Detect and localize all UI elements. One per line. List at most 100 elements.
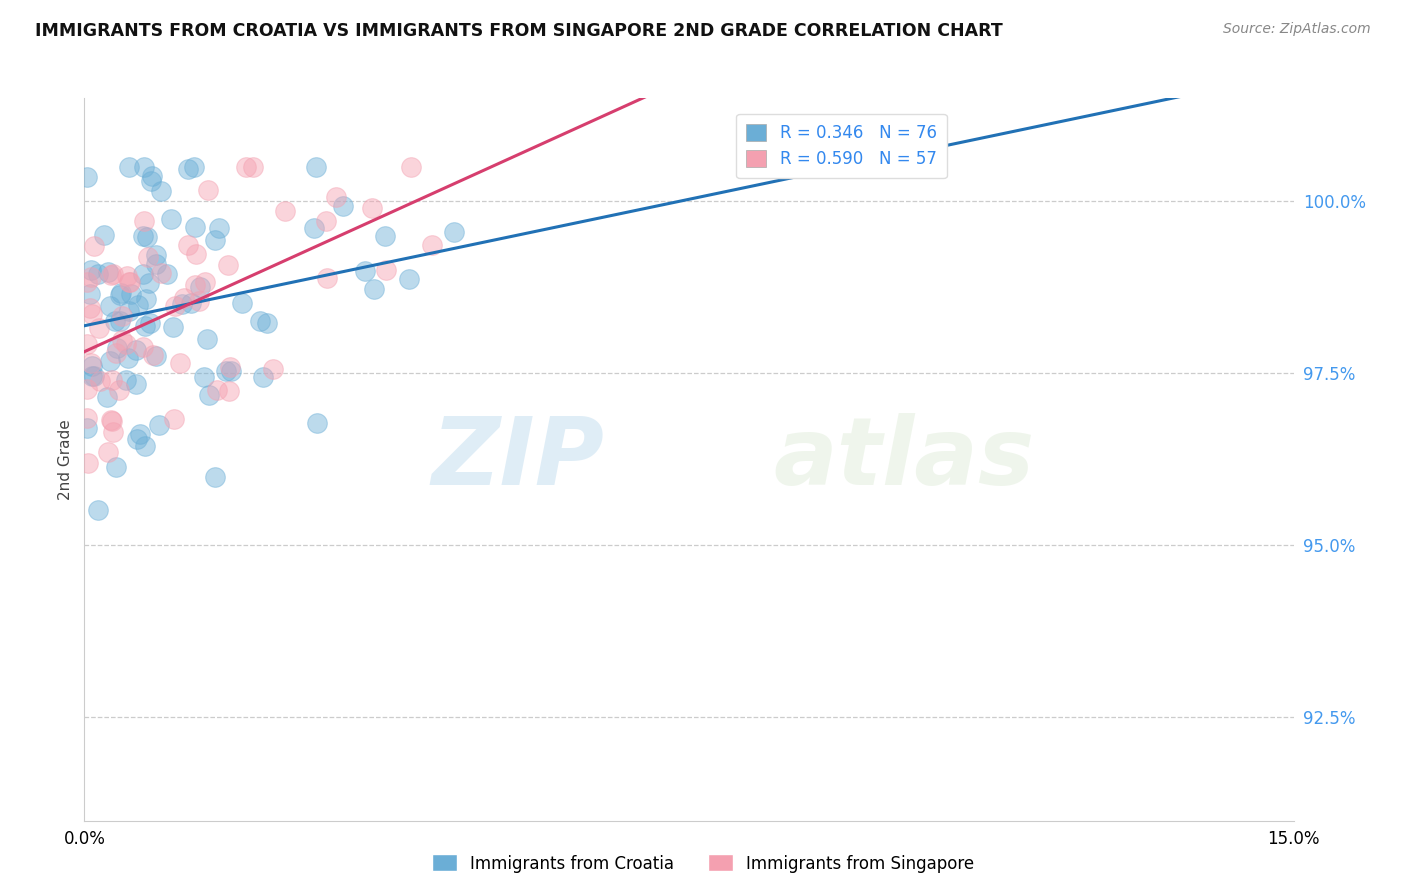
- Point: [120, 275, 142, 289]
- Point: [398, 271, 420, 285]
- Point: [135, 292, 157, 306]
- Point: [256, 316, 278, 330]
- Point: [105, 341, 128, 355]
- Point: [150, 184, 173, 198]
- Point: [361, 202, 384, 216]
- Point: [80, 270, 103, 285]
- Point: [205, 384, 228, 398]
- Point: [115, 373, 138, 387]
- Point: [145, 248, 167, 262]
- Point: [325, 189, 347, 203]
- Y-axis label: 2nd Grade: 2nd Grade: [58, 419, 73, 500]
- Point: [420, 237, 443, 252]
- Point: [262, 362, 284, 376]
- Point: [79, 301, 101, 315]
- Point: [76, 169, 98, 184]
- Point: [218, 359, 240, 374]
- Point: [194, 275, 217, 289]
- Point: [108, 313, 131, 327]
- Point: [127, 298, 149, 312]
- Point: [117, 268, 139, 283]
- Point: [118, 303, 141, 318]
- Point: [111, 333, 134, 347]
- Point: [173, 291, 195, 305]
- Point: [79, 287, 101, 301]
- Point: [83, 368, 105, 383]
- Point: [204, 233, 226, 247]
- Point: [443, 225, 465, 239]
- Point: [96, 391, 118, 405]
- Point: [249, 313, 271, 327]
- Point: [80, 263, 103, 277]
- Point: [231, 296, 253, 310]
- Point: [169, 356, 191, 370]
- Point: [76, 421, 98, 435]
- Point: [100, 414, 122, 428]
- Point: [131, 229, 153, 244]
- Point: [136, 229, 159, 244]
- Point: [197, 184, 219, 198]
- Point: [136, 250, 159, 264]
- Point: [98, 354, 121, 368]
- Point: [142, 348, 165, 362]
- Point: [195, 332, 218, 346]
- Point: [80, 359, 103, 374]
- Point: [141, 174, 163, 188]
- Point: [76, 275, 98, 289]
- Point: [104, 459, 127, 474]
- Point: [148, 418, 170, 433]
- Point: [155, 268, 177, 282]
- Point: [141, 169, 163, 183]
- Point: [97, 265, 120, 279]
- Text: Source: ZipAtlas.com: Source: ZipAtlas.com: [1223, 22, 1371, 37]
- Point: [114, 336, 136, 351]
- Point: [104, 313, 127, 327]
- Text: ZIP: ZIP: [432, 413, 605, 506]
- Point: [100, 413, 122, 427]
- Point: [165, 300, 187, 314]
- Point: [197, 387, 219, 401]
- Point: [100, 268, 122, 282]
- Point: [80, 368, 103, 383]
- Point: [183, 277, 205, 292]
- Point: [180, 296, 202, 310]
- Point: [118, 275, 141, 289]
- Point: [273, 204, 295, 219]
- Point: [177, 161, 200, 176]
- Point: [186, 247, 208, 261]
- Point: [110, 286, 132, 301]
- Point: [315, 213, 337, 227]
- Point: [101, 268, 124, 282]
- Point: [363, 282, 385, 296]
- Point: [87, 321, 110, 335]
- Point: [242, 160, 264, 174]
- Point: [305, 160, 328, 174]
- Point: [207, 221, 229, 235]
- Point: [80, 306, 103, 320]
- Point: [170, 296, 193, 310]
- Text: atlas: atlas: [773, 413, 1035, 506]
- Point: [89, 374, 111, 388]
- Point: [252, 370, 274, 384]
- Point: [134, 319, 156, 334]
- Point: [163, 412, 186, 426]
- Point: [76, 336, 98, 351]
- Point: [87, 267, 110, 281]
- Legend: Immigrants from Croatia, Immigrants from Singapore: Immigrants from Croatia, Immigrants from…: [425, 847, 981, 880]
- Point: [160, 211, 183, 226]
- Point: [83, 239, 105, 253]
- Point: [120, 286, 142, 301]
- Point: [104, 345, 127, 359]
- Point: [118, 160, 141, 174]
- Point: [177, 238, 200, 252]
- Point: [217, 258, 239, 272]
- Point: [219, 364, 242, 378]
- Point: [145, 349, 167, 363]
- Point: [131, 268, 153, 282]
- Point: [108, 287, 131, 301]
- Point: [354, 264, 377, 278]
- Point: [125, 343, 148, 357]
- Point: [235, 160, 257, 174]
- Point: [107, 383, 129, 397]
- Point: [302, 220, 325, 235]
